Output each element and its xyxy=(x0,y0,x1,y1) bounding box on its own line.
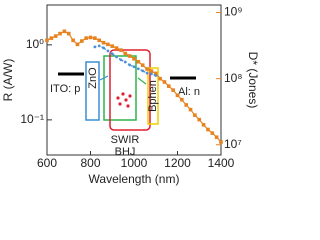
point xyxy=(49,36,54,40)
point xyxy=(123,51,128,56)
point xyxy=(193,113,197,117)
plot-frame xyxy=(46,4,222,156)
x-tick-label: 600 xyxy=(37,156,57,170)
point xyxy=(154,74,158,77)
y-axis-label: R (A/W) xyxy=(1,59,15,102)
point xyxy=(115,55,118,59)
point xyxy=(145,71,149,75)
point xyxy=(145,67,149,71)
point xyxy=(45,38,49,43)
point xyxy=(132,56,136,61)
annotation: Al: n xyxy=(178,86,200,98)
x-tick-label: 1400 xyxy=(208,156,235,170)
point xyxy=(132,65,136,69)
point xyxy=(219,140,223,144)
point xyxy=(180,97,184,102)
point xyxy=(167,84,171,88)
point xyxy=(158,76,162,81)
point xyxy=(102,46,105,50)
point xyxy=(140,63,145,67)
point xyxy=(210,131,215,135)
point xyxy=(171,88,175,92)
point xyxy=(175,93,180,98)
point xyxy=(110,52,114,56)
point xyxy=(110,44,115,48)
point xyxy=(80,39,84,43)
point xyxy=(149,69,154,73)
point xyxy=(184,103,188,107)
point xyxy=(153,71,158,76)
point xyxy=(206,127,210,132)
point xyxy=(136,59,141,64)
point xyxy=(84,36,88,40)
point xyxy=(201,123,206,127)
point xyxy=(106,49,110,53)
point xyxy=(127,54,132,58)
annotation: ZnO xyxy=(87,67,99,89)
point xyxy=(97,44,101,48)
x-tick-label: 1000 xyxy=(121,156,148,170)
x-tick-label: 800 xyxy=(80,156,100,170)
point xyxy=(88,35,93,40)
point xyxy=(101,40,106,45)
point xyxy=(136,67,140,71)
y2-tick-label: 10⁷ xyxy=(224,137,242,151)
band-diagram: ITO: p ZnO SWIR BHJ Bphen Al: n xyxy=(50,49,200,158)
point xyxy=(141,69,145,73)
point xyxy=(123,60,127,64)
y2-tick-label: 10⁹ xyxy=(224,5,243,19)
point xyxy=(214,135,219,140)
point xyxy=(97,38,101,43)
point xyxy=(53,34,58,38)
point xyxy=(150,72,153,76)
point xyxy=(119,48,123,52)
point xyxy=(128,63,132,67)
annotation: Bphen xyxy=(147,80,159,112)
point xyxy=(114,46,119,50)
point xyxy=(197,117,202,122)
point xyxy=(93,36,97,40)
point xyxy=(66,31,71,36)
x-tick-label: 1200 xyxy=(164,156,191,170)
y2-axis-label: D* (Jones) xyxy=(246,52,260,109)
annotation: SWIR xyxy=(111,134,140,146)
y-tick-label: 10⁰ xyxy=(26,37,44,51)
chart: ITO: p ZnO SWIR BHJ Bphen Al: n 600 800 10… xyxy=(1,4,260,186)
point xyxy=(93,45,97,49)
annotation: ITO: p xyxy=(50,83,80,95)
point xyxy=(188,107,193,112)
point xyxy=(71,38,75,43)
x-axis-label: Wavelength (nm) xyxy=(89,172,180,186)
point xyxy=(106,42,110,47)
point xyxy=(119,58,123,62)
point xyxy=(75,42,80,47)
y2-tick-label: 10⁸ xyxy=(224,71,242,85)
point xyxy=(58,31,62,36)
point xyxy=(162,80,167,84)
point xyxy=(62,29,67,34)
y-tick-label: 10⁻¹ xyxy=(20,112,44,126)
